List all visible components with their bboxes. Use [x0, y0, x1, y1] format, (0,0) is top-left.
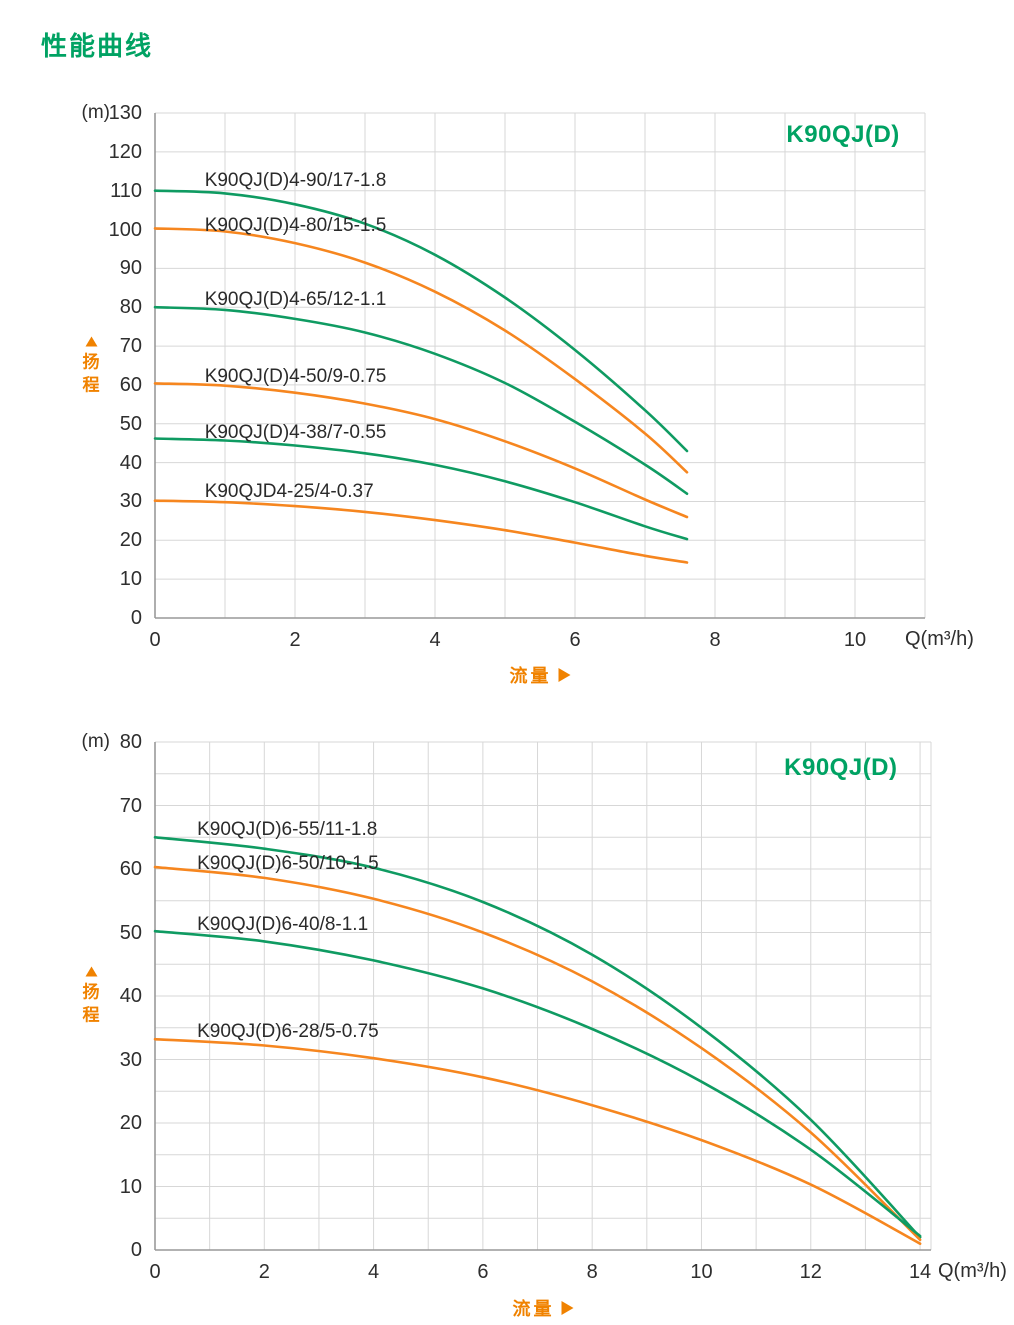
head-axis-char: 扬 [82, 982, 100, 1002]
y-axis-unit-label: (m) [81, 102, 110, 123]
y-tick-label: 70 [119, 335, 142, 358]
x-tick-label: 10 [843, 629, 867, 651]
y-tick-label: 30 [119, 1048, 142, 1071]
x-tick-label: 12 [799, 1261, 822, 1283]
curve-label: K90QJ(D)4-50/9-0.75 [204, 366, 387, 388]
x-tick-label: 14 [908, 1261, 932, 1283]
pump-curve [153, 305, 689, 495]
pump-curve [153, 1037, 922, 1245]
right-triangle-icon [558, 668, 571, 682]
page-title: 性能曲线 [41, 31, 154, 61]
y-tick-label: 50 [119, 412, 142, 435]
x-tick-label: 0 [149, 1261, 161, 1283]
head-axis-char: 程 [82, 1005, 100, 1025]
up-triangle-icon [85, 336, 97, 346]
y-tick-label: 40 [119, 985, 142, 1007]
y-tick-label: 80 [119, 731, 142, 753]
y-tick-label: 0 [130, 1239, 142, 1261]
x-tick-label: 6 [477, 1261, 489, 1283]
x-tick-label: 2 [289, 629, 301, 651]
pump-curve [153, 382, 689, 519]
right-triangle-icon [561, 1301, 574, 1315]
curve-label: K90QJ(D)6-50/10-1.5 [197, 852, 379, 874]
y-tick-label: 60 [119, 373, 142, 396]
head-axis-label: 扬程 [82, 966, 100, 1026]
curve-label: K90QJ(D)4-38/7-0.55 [204, 422, 387, 444]
y-tick-label: 110 [110, 179, 142, 202]
curve-label: K90QJ(D)6-28/5-0.75 [197, 1021, 379, 1043]
up-triangle-icon [85, 966, 97, 977]
chart-series-badge: K90QJ(D) [784, 754, 898, 782]
y-tick-label: 50 [119, 921, 142, 944]
head-axis-label: 扬程 [83, 336, 100, 395]
y-tick-label: 70 [119, 794, 142, 817]
x-tick-label: 8 [709, 629, 721, 651]
x-tick-label: 4 [368, 1261, 380, 1283]
pump-curve [153, 499, 689, 564]
flow-axis-label: 流量 [513, 1295, 574, 1321]
y-tick-label: 90 [119, 257, 142, 280]
y-tick-label: 100 [108, 218, 142, 241]
y-tick-label: 40 [119, 451, 142, 474]
curve-label: K90QJ(D)4-80/15-1.5 [204, 214, 387, 236]
y-axis-unit-label: (m) [81, 731, 110, 752]
x-tick-label: 4 [429, 629, 441, 651]
x-tick-label: 0 [149, 629, 161, 651]
pump-curve [153, 437, 689, 541]
y-tick-label: 80 [119, 296, 142, 319]
y-tick-label: 10 [119, 568, 142, 591]
chart-series-badge: K90QJ(D) [786, 121, 900, 149]
curve-label: K90QJD4-25/4-0.37 [204, 481, 374, 503]
y-tick-label: 20 [119, 529, 142, 552]
x-tick-label: 10 [690, 1261, 713, 1283]
y-tick-label: 60 [119, 858, 142, 880]
curve-label: K90QJ(D)4-90/17-1.8 [204, 170, 387, 192]
x-tick-label: 2 [258, 1261, 270, 1283]
flow-axis-text: 流量 [512, 1299, 555, 1319]
x-tick-label: 8 [586, 1261, 598, 1283]
y-tick-label: 10 [119, 1175, 142, 1198]
pump-curve [153, 227, 689, 474]
curve-label: K90QJ(D)4-65/12-1.1 [204, 288, 387, 310]
pump-curve [153, 189, 689, 453]
pump-curve [153, 836, 922, 1239]
curve-label: K90QJ(D)6-55/11-1.8 [197, 819, 378, 841]
flow-axis-text: 流量 [509, 666, 552, 686]
x-tick-label: 6 [569, 629, 581, 651]
y-tick-label: 0 [130, 607, 142, 629]
pump-curve [153, 865, 922, 1242]
head-axis-char: 扬 [82, 352, 100, 371]
y-tick-label: 30 [119, 490, 142, 513]
y-tick-label: 20 [119, 1112, 142, 1134]
flow-axis-label: 流量 [510, 662, 571, 688]
y-tick-label: 120 [108, 140, 142, 163]
pump-curve [153, 929, 922, 1238]
head-axis-char: 程 [82, 375, 100, 394]
y-tick-label: 130 [108, 102, 142, 124]
x-axis-unit-label: Q(m³/h) [905, 628, 974, 650]
curve-label: K90QJ(D)6-40/8-1.1 [197, 913, 369, 935]
x-axis-unit-label: Q(m³/h) [938, 1260, 1007, 1282]
